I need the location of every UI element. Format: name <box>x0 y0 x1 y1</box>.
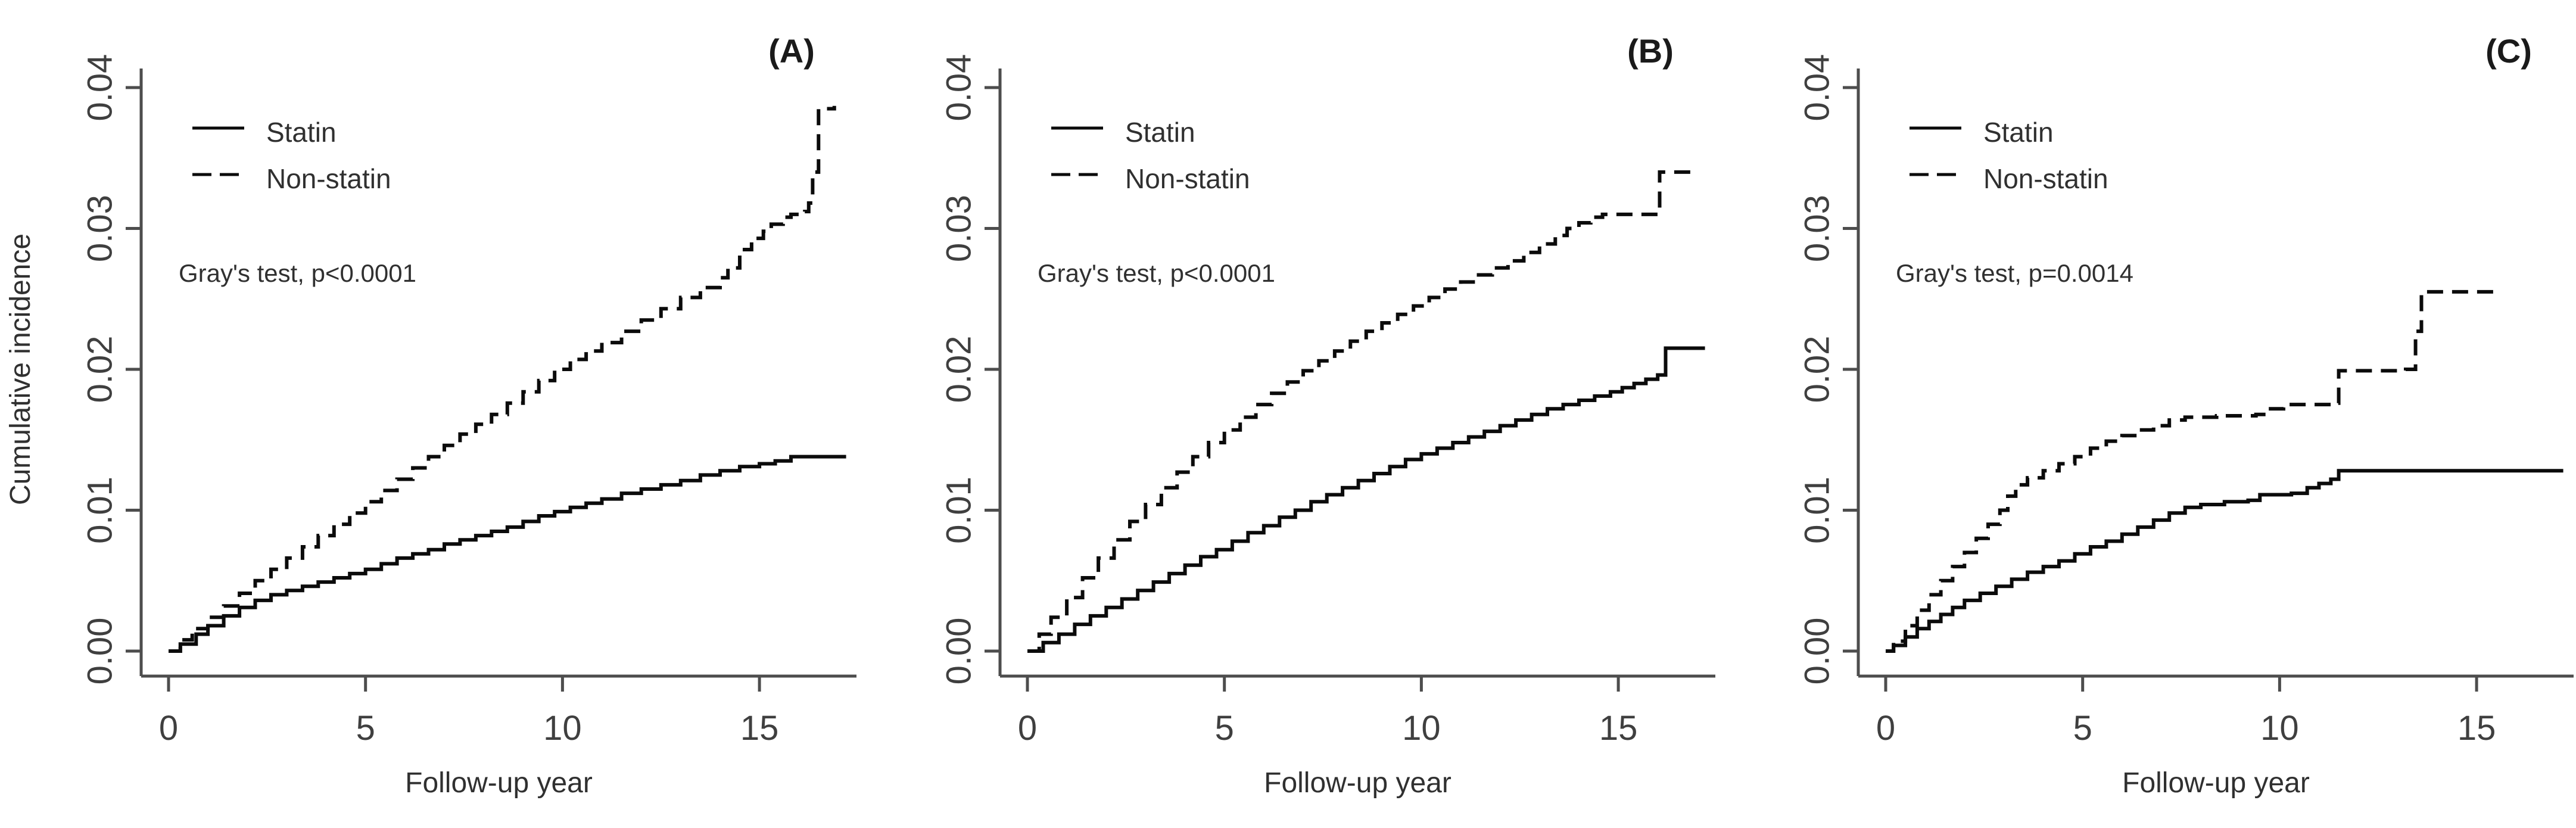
legend-nonstatin-label: Non-statin <box>266 163 391 194</box>
y-tick-label: 0.00 <box>81 618 119 685</box>
x-tick-label: 10 <box>543 709 582 748</box>
panel-letter: (B) <box>1627 32 1674 70</box>
panel-B-chart: 0.00 0.01 0.02 0.03 0.04 0 5 10 15 Follow-up year… <box>858 0 1718 828</box>
x-tick-label: 0 <box>1018 709 1037 748</box>
x-tick-label: 5 <box>356 709 375 748</box>
x-axis-label: Follow-up year <box>1264 767 1451 799</box>
x-tick-label: 5 <box>1214 709 1234 748</box>
x-tick-label: 15 <box>740 709 779 748</box>
statin-curve <box>168 455 846 653</box>
legend: Statin Non-statin <box>192 117 391 194</box>
y-tick-label: 0.04 <box>1799 54 1837 122</box>
legend-statin-label: Statin <box>266 117 337 148</box>
y-tick-label: 0.04 <box>81 54 119 122</box>
y-tick-label: 0.02 <box>1799 336 1837 403</box>
gray-test-annotation: Gray's test, p=0.0014 <box>1896 259 2133 287</box>
non-statin-curve <box>1886 290 2499 653</box>
x-axis-label: Follow-up year <box>405 767 593 799</box>
panel-A-chart: 0.00 0.01 0.02 0.03 0.04 0 5 10 15 Follow-up year… <box>0 0 859 828</box>
x-tick-label: 10 <box>2260 709 2299 748</box>
y-tick-label: 0.03 <box>940 195 978 262</box>
y-tick-label: 0.01 <box>81 477 119 544</box>
x-tick-label: 15 <box>2457 709 2496 748</box>
y-tick-label: 0.02 <box>940 336 978 403</box>
x-tick-label: 10 <box>1402 709 1441 748</box>
panel-letter: (C) <box>2485 32 2532 70</box>
legend-statin-label: Statin <box>1125 117 1195 148</box>
legend-statin-label: Statin <box>1983 117 2054 148</box>
x-tick-label: 0 <box>1876 709 1895 748</box>
gray-test-annotation: Gray's test, p<0.0001 <box>1038 259 1275 287</box>
gray-test-annotation: Gray's test, p<0.0001 <box>179 259 416 287</box>
x-tick-label: 5 <box>2073 709 2092 748</box>
legend-nonstatin-label: Non-statin <box>1125 163 1250 194</box>
y-tick-label: 0.04 <box>940 54 978 122</box>
non-statin-curve <box>1027 169 1695 653</box>
y-tick-label: 0.01 <box>1799 477 1837 544</box>
x-axis-label: Follow-up year <box>2122 767 2310 799</box>
y-tick-label: 0.03 <box>1799 195 1837 262</box>
y-tick-label: 0.02 <box>81 336 119 403</box>
y-tick-label: 0.03 <box>81 195 119 262</box>
statin-curve <box>1886 469 2563 653</box>
panel-C-chart: 0.00 0.01 0.02 0.03 0.04 0 5 10 15 Follow-up year… <box>1717 0 2576 828</box>
statin-curve <box>1027 346 1705 653</box>
x-tick-label: 15 <box>1599 709 1637 748</box>
panel-letter: (A) <box>768 32 815 70</box>
legend: Statin Non-statin <box>1051 117 1250 194</box>
y-tick-label: 0.00 <box>940 618 978 685</box>
y-tick-label: 0.01 <box>940 477 978 544</box>
y-tick-label: 0.00 <box>1799 618 1837 685</box>
legend: Statin Non-statin <box>1910 117 2108 194</box>
y-axis-label: Cumulative incidence <box>5 234 36 505</box>
x-tick-label: 0 <box>159 709 178 748</box>
non-statin-curve <box>168 105 836 653</box>
legend-nonstatin-label: Non-statin <box>1983 163 2108 194</box>
